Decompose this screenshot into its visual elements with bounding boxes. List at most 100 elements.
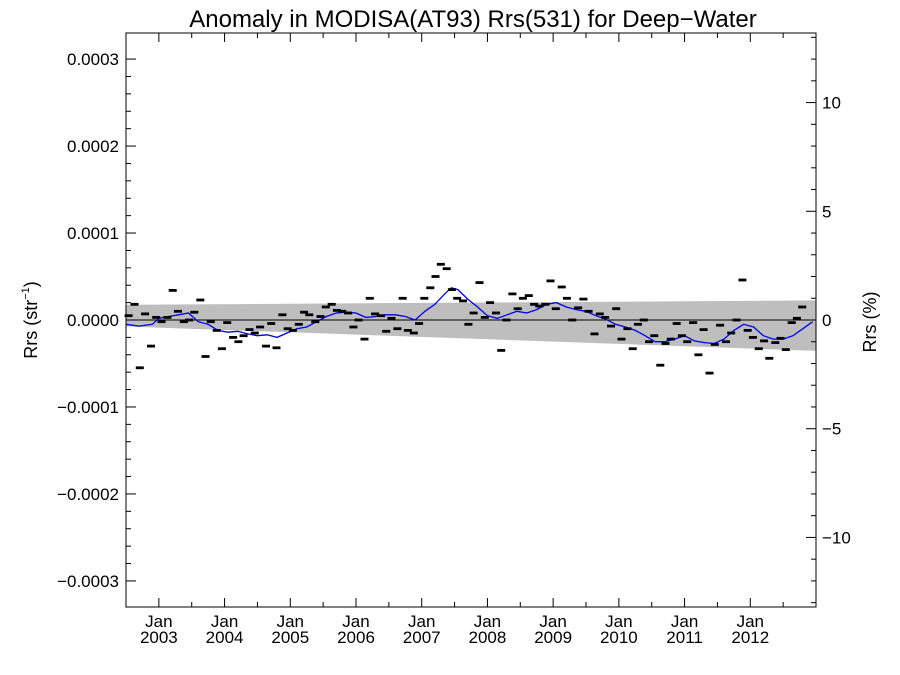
data-point: [338, 309, 347, 313]
x-tick-label-year: 2010: [600, 628, 638, 647]
data-point: [262, 344, 270, 348]
data-point: [239, 334, 248, 338]
y-tick-label-left: 0.0000: [67, 311, 119, 330]
x-tick-label-month: Jan: [211, 612, 238, 631]
data-point: [590, 332, 599, 336]
data-point: [168, 289, 177, 292]
y-tick-label-right: −5: [822, 420, 841, 439]
data-point: [677, 334, 686, 338]
x-tick-label-year: 2005: [271, 628, 309, 647]
data-point: [316, 315, 325, 318]
data-point: [223, 321, 232, 324]
data-point: [420, 296, 429, 300]
data-point: [344, 311, 353, 315]
y-axis-left-label-tail: ): [21, 281, 41, 287]
data-point: [579, 297, 588, 301]
data-point: [447, 288, 456, 291]
data-point: [771, 341, 780, 344]
data-point: [645, 340, 654, 344]
x-tick-label-year: 2006: [337, 628, 375, 647]
data-point: [217, 347, 226, 351]
data-point: [781, 348, 790, 351]
data-point: [332, 309, 341, 312]
data-point: [639, 318, 648, 322]
data-point: [229, 336, 238, 339]
x-tick-label-month: Jan: [145, 612, 172, 631]
y-tick-label-left: 0.0001: [67, 224, 119, 243]
data-point: [683, 340, 692, 344]
y-tick-label-right: −10: [822, 528, 851, 547]
y-axis-left-label-exponent: −1: [20, 287, 32, 300]
data-point: [710, 343, 719, 346]
y-tick-label-left: −0.0002: [57, 485, 119, 504]
data-point: [502, 318, 511, 322]
y-axis-left-label: Rrs (str−1): [20, 281, 41, 359]
data-point: [722, 340, 730, 344]
trend-line: [125, 287, 814, 345]
data-point: [453, 296, 462, 300]
data-point: [135, 366, 144, 370]
data-point: [574, 306, 583, 310]
data-point: [436, 262, 445, 266]
data-point: [623, 327, 632, 331]
data-point: [562, 296, 571, 300]
data-point: [245, 328, 254, 331]
data-point: [760, 339, 769, 343]
y-tick-label-left: 0.0002: [67, 137, 119, 156]
data-point: [666, 337, 675, 341]
x-axis: Jan2003Jan2004Jan2005Jan2006Jan2007Jan20…: [125, 33, 817, 647]
data-point: [557, 285, 566, 289]
data-points-layer: [124, 262, 807, 375]
y-tick-label-left: −0.0001: [57, 398, 119, 417]
data-point: [508, 292, 517, 296]
data-point: [628, 347, 637, 351]
data-point: [442, 267, 451, 271]
data-point: [124, 314, 133, 318]
data-point: [426, 286, 435, 290]
x-tick-label-year: 2003: [140, 628, 178, 647]
y-tick-label-right: 0: [822, 311, 831, 330]
data-point: [776, 336, 785, 340]
data-point: [475, 281, 484, 284]
data-point: [321, 305, 330, 309]
data-point: [798, 305, 807, 309]
data-point: [278, 313, 287, 317]
data-point: [486, 301, 495, 304]
data-point: [294, 322, 303, 326]
y-tick-label-left: 0.0003: [67, 50, 119, 69]
data-point: [234, 340, 243, 344]
y-tick-label-left: −0.0003: [57, 572, 119, 591]
data-point: [130, 302, 139, 306]
data-point: [190, 310, 199, 314]
x-tick-label-year: 2009: [534, 628, 572, 647]
x-tick-label-month: Jan: [277, 612, 304, 631]
data-point: [387, 316, 396, 320]
data-point: [163, 316, 172, 319]
y-axis-right-label: Rrs (%): [860, 292, 880, 353]
data-point: [311, 320, 320, 324]
data-point: [206, 320, 215, 324]
data-point: [689, 321, 698, 324]
data-point: [601, 316, 610, 319]
data-point: [393, 327, 402, 331]
data-point: [546, 279, 555, 283]
data-point: [694, 353, 703, 357]
data-point: [415, 322, 424, 325]
data-point: [469, 311, 478, 315]
data-point: [272, 346, 281, 350]
data-point: [300, 310, 309, 314]
data-point: [754, 347, 763, 351]
data-point: [792, 316, 801, 320]
y-axis-right: 10 5 0 −5 −10: [806, 36, 851, 604]
data-point: [365, 296, 374, 300]
data-point: [147, 344, 155, 348]
data-point: [141, 312, 150, 316]
x-tick-label-month: Jan: [737, 612, 764, 631]
data-point: [327, 302, 336, 306]
data-point: [765, 356, 774, 360]
data-point: [727, 331, 736, 335]
data-point: [568, 318, 577, 322]
x-tick-label-month: Jan: [671, 612, 698, 631]
data-point: [650, 334, 659, 338]
data-point: [595, 312, 604, 316]
